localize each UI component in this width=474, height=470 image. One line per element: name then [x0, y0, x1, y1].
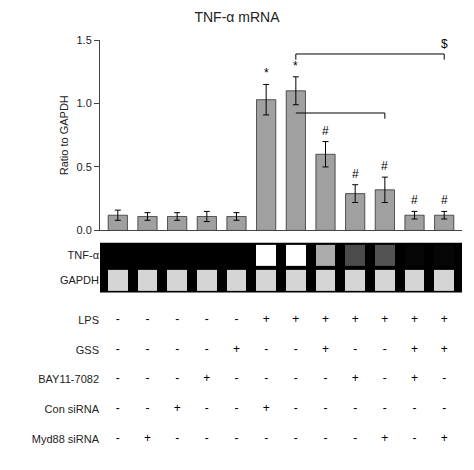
svg-text:+: + — [203, 371, 210, 385]
svg-text:-: - — [264, 431, 268, 445]
svg-text:-: - — [175, 312, 179, 326]
svg-text:-: - — [145, 371, 149, 385]
svg-text:-: - — [264, 342, 268, 356]
svg-text:-: - — [175, 431, 179, 445]
svg-text:+: + — [441, 312, 448, 326]
svg-text:-: - — [324, 431, 328, 445]
svg-text:-: - — [383, 371, 387, 385]
svg-text:-: - — [324, 371, 328, 385]
svg-text:-: - — [413, 431, 417, 445]
svg-text:1.0: 1.0 — [77, 97, 92, 109]
svg-text:LPS: LPS — [78, 314, 99, 326]
svg-text:+: + — [233, 342, 240, 356]
svg-text:+: + — [411, 342, 418, 356]
svg-text:BAY11-7082: BAY11-7082 — [38, 373, 99, 385]
svg-text:TNF-α: TNF-α — [68, 249, 100, 261]
svg-text:-: - — [413, 401, 417, 415]
svg-text:Ratio to GAPDH: Ratio to GAPDH — [58, 95, 70, 175]
svg-text:*: * — [264, 66, 269, 80]
svg-text:-: - — [442, 371, 446, 385]
svg-text:-: - — [145, 342, 149, 356]
svg-text:+: + — [322, 312, 329, 326]
svg-text:+: + — [441, 342, 448, 356]
svg-text:-: - — [294, 342, 298, 356]
svg-text:-: - — [353, 342, 357, 356]
svg-text:-: - — [175, 371, 179, 385]
svg-text:-: - — [205, 431, 209, 445]
svg-text:+: + — [352, 371, 359, 385]
svg-text:-: - — [205, 401, 209, 415]
svg-text:-: - — [234, 401, 238, 415]
svg-text:+: + — [441, 431, 448, 445]
svg-text:-: - — [175, 342, 179, 356]
svg-text:-: - — [234, 371, 238, 385]
svg-text:GSS: GSS — [76, 344, 99, 356]
svg-text:-: - — [205, 312, 209, 326]
svg-text:Myd88 siRNA: Myd88 siRNA — [32, 433, 100, 445]
svg-text:0.5: 0.5 — [77, 161, 92, 173]
svg-text:-: - — [205, 342, 209, 356]
svg-text:#: # — [441, 193, 448, 207]
svg-text:+: + — [352, 312, 359, 326]
svg-text:-: - — [116, 371, 120, 385]
svg-text:+: + — [144, 431, 151, 445]
svg-text:-: - — [383, 342, 387, 356]
svg-text:GAPDH: GAPDH — [60, 274, 99, 286]
svg-text:-: - — [234, 312, 238, 326]
svg-text:-: - — [294, 371, 298, 385]
svg-text:-: - — [234, 431, 238, 445]
svg-text:+: + — [263, 312, 270, 326]
svg-text:-: - — [353, 431, 357, 445]
svg-text:+: + — [381, 431, 388, 445]
svg-text:0.0: 0.0 — [77, 224, 92, 236]
svg-text:-: - — [383, 401, 387, 415]
svg-text:1.5: 1.5 — [77, 34, 92, 46]
svg-text:-: - — [116, 342, 120, 356]
svg-text:*: * — [293, 59, 298, 73]
svg-text:-: - — [116, 401, 120, 415]
svg-text:-: - — [116, 312, 120, 326]
svg-text:-: - — [442, 401, 446, 415]
svg-text:+: + — [263, 401, 270, 415]
svg-text:-: - — [294, 401, 298, 415]
svg-text:#: # — [322, 124, 329, 138]
svg-text:-: - — [116, 431, 120, 445]
svg-text:+: + — [411, 312, 418, 326]
svg-text:-: - — [264, 371, 268, 385]
svg-text:+: + — [322, 342, 329, 356]
svg-text:+: + — [381, 312, 388, 326]
svg-text:+: + — [411, 371, 418, 385]
svg-text:#: # — [411, 193, 418, 207]
svg-text:+: + — [292, 312, 299, 326]
svg-text:Con siRNA: Con siRNA — [45, 403, 100, 415]
svg-text:+: + — [174, 401, 181, 415]
svg-text:-: - — [145, 401, 149, 415]
svg-text:-: - — [294, 431, 298, 445]
svg-text:-: - — [353, 401, 357, 415]
svg-text:#: # — [352, 167, 359, 181]
svg-text:$: $ — [441, 37, 448, 51]
svg-text:-: - — [324, 401, 328, 415]
svg-text:-: - — [145, 312, 149, 326]
svg-text:TNF-α mRNA: TNF-α mRNA — [194, 9, 280, 25]
svg-text:#: # — [381, 159, 388, 173]
